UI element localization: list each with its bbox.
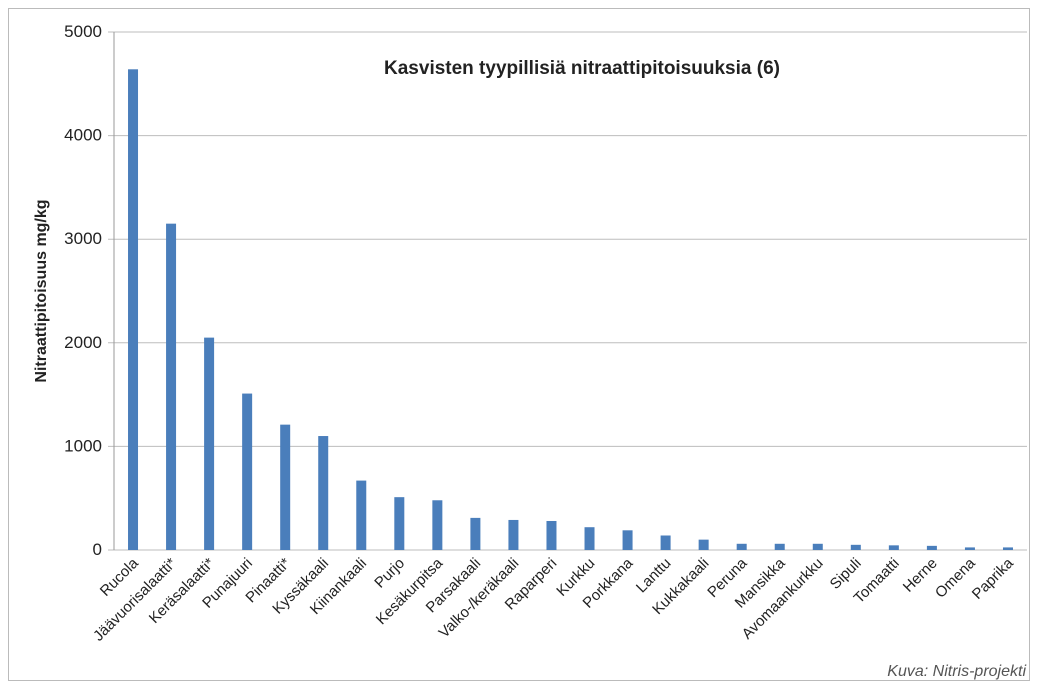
bar bbox=[926, 545, 937, 550]
bar bbox=[242, 393, 253, 550]
bar bbox=[660, 535, 671, 550]
bar bbox=[394, 497, 405, 550]
credit: Kuva: Nitris-projekti bbox=[887, 663, 1026, 680]
frame bbox=[8, 8, 1030, 681]
bar bbox=[280, 424, 291, 550]
bar bbox=[546, 520, 557, 550]
bar bbox=[432, 500, 443, 550]
bar bbox=[204, 337, 215, 550]
bar bbox=[166, 223, 177, 550]
y-axis-label: Nitraattipitoisuus mg/kg bbox=[33, 199, 50, 382]
y-tick-label: 0 bbox=[93, 540, 102, 559]
bar bbox=[318, 436, 329, 550]
bar bbox=[128, 69, 139, 551]
bar bbox=[622, 530, 633, 550]
y-tick-label: 5000 bbox=[64, 22, 102, 41]
bar bbox=[698, 539, 709, 550]
y-tick-label: 4000 bbox=[64, 126, 102, 145]
bar bbox=[736, 543, 747, 550]
x-tick-label: Paprika bbox=[969, 554, 1017, 602]
bar bbox=[888, 545, 899, 550]
bar bbox=[470, 517, 481, 550]
bar bbox=[1002, 547, 1013, 550]
bar bbox=[812, 543, 823, 550]
bar bbox=[850, 544, 861, 550]
y-tick-label: 2000 bbox=[64, 333, 102, 352]
y-tick-label: 1000 bbox=[64, 436, 102, 455]
bar bbox=[774, 543, 785, 550]
y-tick-label: 3000 bbox=[64, 229, 102, 248]
bar bbox=[584, 527, 595, 550]
bar bbox=[356, 480, 367, 550]
bar bbox=[508, 519, 519, 550]
chart-title: Kasvisten tyypillisiä nitraattipitoisuuk… bbox=[384, 58, 780, 79]
bar bbox=[964, 547, 975, 550]
